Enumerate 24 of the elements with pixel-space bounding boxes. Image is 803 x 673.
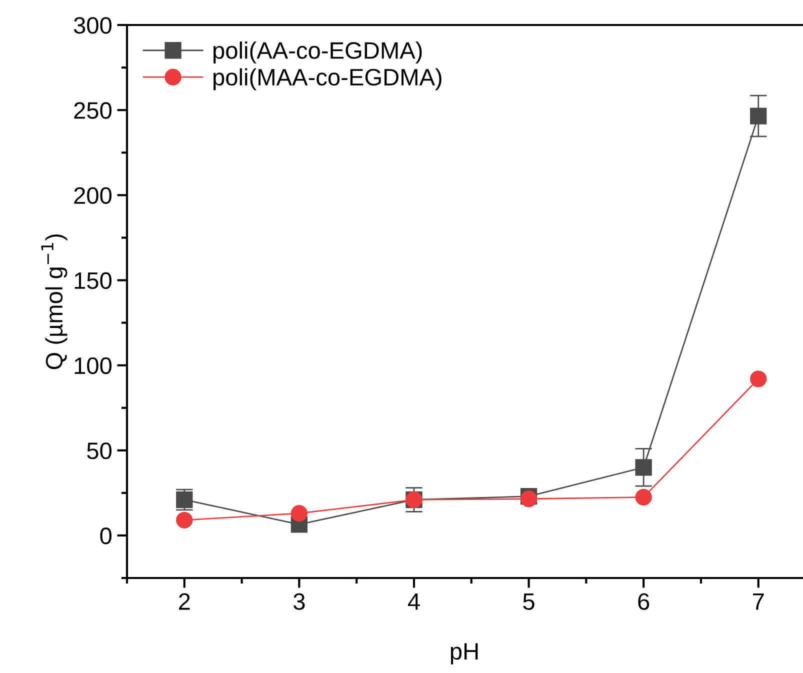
point [635,459,652,476]
x-tick-label: 6 [638,593,650,610]
y-axis-title: Q (µmol g$^{−1}$) [41,234,68,370]
x-tick-label: 4 [408,593,420,610]
x-tick-label: 3 [294,593,305,610]
y-tick-label: 0 [100,528,112,544]
y-tick-label: 250 [74,102,112,119]
point [750,370,767,388]
point [290,505,308,522]
x-tick-label: 7 [753,593,764,610]
y-tick-label: 200 [74,187,112,204]
y-tick-label: 300 [74,17,112,34]
point [635,488,652,506]
x-tick-label: 5 [523,593,534,610]
point [520,490,538,508]
point [750,108,767,124]
x-axis-title: pH [450,643,478,664]
point [176,512,193,528]
y-tick-label: 150 [74,272,112,290]
y-tick-label: 100 [74,357,112,374]
legend-label: poli(MAA-co-EGDMA) [214,68,442,90]
y-tick-label: 50 [87,442,112,460]
legend-label: poli(AA-co-EGDMA) [214,42,422,64]
x-tick-label: 2 [179,593,190,610]
